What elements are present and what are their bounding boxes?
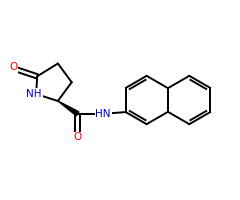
Text: NH: NH (26, 89, 42, 99)
Polygon shape (58, 101, 79, 116)
Text: O: O (9, 62, 18, 72)
Text: O: O (73, 132, 82, 142)
Text: HN: HN (96, 109, 111, 119)
